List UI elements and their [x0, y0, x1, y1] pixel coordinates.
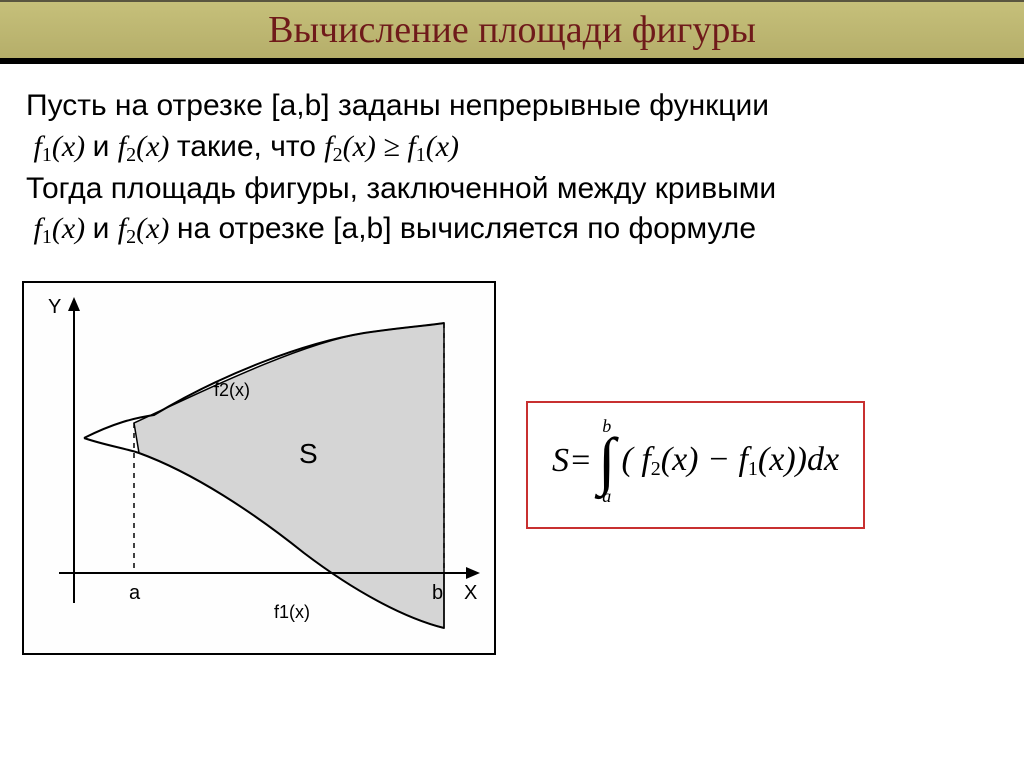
svg-text:f2(x): f2(x) — [214, 380, 250, 400]
svg-text:X: X — [464, 582, 477, 604]
equals: = — [569, 444, 592, 478]
and-text-2: и — [93, 212, 118, 245]
f2-symbol: f2(x) — [118, 130, 177, 163]
f1-symbol: f1(x) — [26, 130, 93, 163]
svg-text:S: S — [299, 438, 318, 469]
svg-text:a: a — [129, 582, 141, 604]
svg-text:b: b — [432, 582, 443, 604]
integral-symbol: b ∫ a — [598, 417, 616, 505]
text-line1: Пусть на отрезке [a,b] заданы непрерывны… — [26, 89, 769, 122]
formula-box: S = b ∫ a ( f2(x) − f1(x))dx — [526, 401, 865, 529]
integral-formula: S = b ∫ a ( f2(x) − f1(x))dx — [552, 417, 839, 505]
lower-limit: a — [602, 487, 611, 505]
int-glyph: ∫ — [598, 437, 616, 485]
description-block: Пусть на отрезке [a,b] заданы непрерывны… — [26, 86, 998, 251]
svg-text:Y: Y — [48, 296, 61, 318]
text-line3: на отрезке [a,b] вычисляется по формуле — [177, 212, 756, 245]
area-chart: Y Xa b Sf2(x) f1(x) — [24, 283, 494, 653]
text-line2: Тогда площадь фигуры, заключенной между … — [26, 172, 776, 205]
content-area: Пусть на отрезке [a,b] заданы непрерывны… — [0, 64, 1024, 655]
f1-symbol-2: f1(x) — [26, 212, 93, 245]
inequality: f2(x) ≥ f1(x) — [324, 130, 459, 163]
svg-text:f1(x): f1(x) — [274, 602, 310, 622]
such-text: такие, что — [177, 130, 324, 163]
integrand: ( f2(x) − f1(x))dx — [621, 443, 839, 479]
f2-symbol-2: f2(x) — [118, 212, 177, 245]
title-bar: Вычисление площади фигуры — [0, 0, 1024, 64]
S-symbol: S — [552, 444, 569, 478]
page-title: Вычисление площади фигуры — [268, 8, 756, 52]
graph-box: Y Xa b Sf2(x) f1(x) — [22, 281, 496, 655]
lower-row: Y Xa b Sf2(x) f1(x) S = b ∫ a ( f2(x) − f1(x… — [26, 281, 998, 655]
and-text: и — [93, 130, 118, 163]
